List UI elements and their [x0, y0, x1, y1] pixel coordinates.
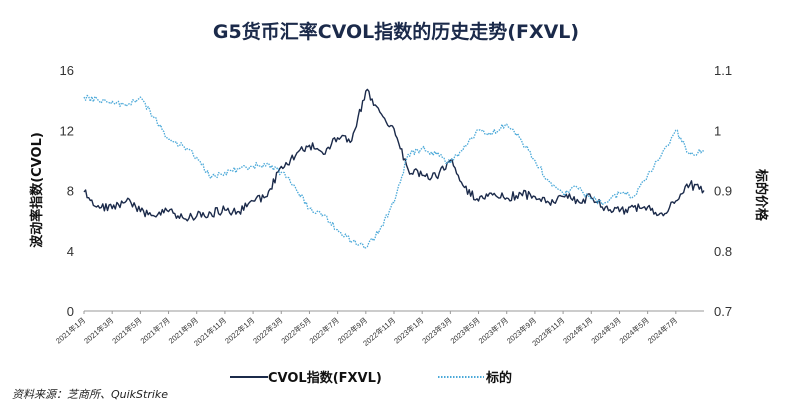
x-tick-label: 2021年1月: [53, 315, 87, 346]
x-tick-label: 2023年3月: [420, 315, 454, 346]
right-tick-label: 1: [714, 123, 721, 138]
series-line-underlying: [83, 94, 705, 249]
x-tick-label: 2024年7月: [645, 315, 679, 346]
x-tick-label: 2022年1月: [222, 315, 256, 346]
x-tick-label: 2023年5月: [448, 315, 482, 346]
x-tick-label: 2024年1月: [561, 315, 595, 346]
right-axis: 0.7 0.8 0.9 1 1.1: [714, 63, 732, 319]
x-tick-label: 2024年3月: [589, 315, 623, 346]
x-tick-label: 2022年5月: [279, 315, 313, 346]
left-tick-label: 12: [60, 123, 74, 138]
left-tick-label: 0: [67, 304, 74, 319]
x-tick-label: 2021年3月: [82, 315, 116, 346]
legend-label-underlying: 标的: [485, 370, 512, 386]
right-tick-label: 0.9: [714, 184, 732, 199]
right-tick-label: 1.1: [714, 63, 732, 78]
source-note: 资料来源：芝商所、QuikStrike: [12, 388, 168, 401]
series-line-cvol: [83, 88, 705, 222]
left-tick-label: 4: [67, 244, 74, 259]
right-tick-label: 0.7: [714, 304, 732, 319]
chart-title: G5货币汇率CVOL指数的历史走势(FXVL): [213, 20, 579, 43]
x-tick-label: 2021年7月: [138, 315, 172, 346]
x-tick-label: 2021年5月: [110, 315, 144, 346]
left-axis-label: 波动率指数(CVOL): [29, 132, 45, 248]
x-tick-label: 2022年7月: [307, 315, 341, 346]
right-tick-label: 0.8: [714, 244, 732, 259]
legend-label-cvol: CVOL指数(FXVL): [268, 370, 382, 386]
left-tick-label: 8: [67, 184, 74, 199]
x-tick-label: 2023年1月: [392, 315, 426, 346]
series-layer: [83, 88, 705, 249]
x-tick-label: 2024年5月: [617, 315, 651, 346]
x-tick-label: 2023年7月: [476, 315, 510, 346]
left-tick-label: 16: [60, 63, 74, 78]
left-axis: 0 4 8 12 16: [60, 63, 74, 319]
x-axis: 2021年1月2021年3月2021年5月2021年7月2021年9月2021年…: [53, 311, 679, 348]
legend: CVOL指数(FXVL) 标的: [230, 370, 512, 386]
right-axis-label: 标的价格: [753, 168, 769, 222]
x-tick-label: 2022年3月: [251, 315, 285, 346]
